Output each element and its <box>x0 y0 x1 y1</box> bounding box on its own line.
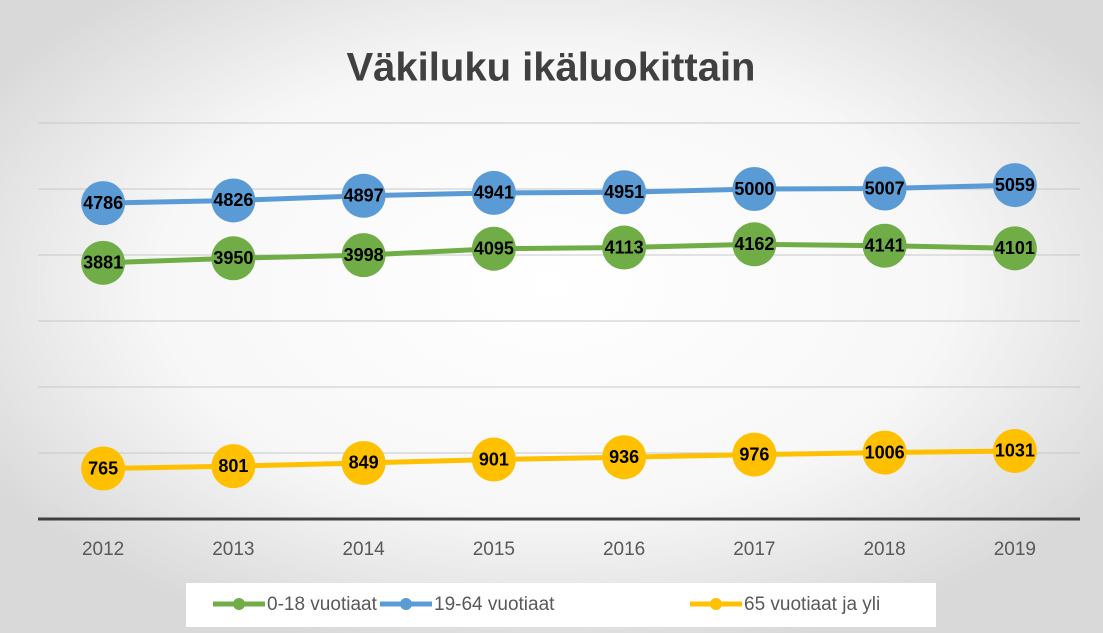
data-label: 976 <box>739 444 769 464</box>
data-label: 4941 <box>474 183 514 203</box>
data-label: 5059 <box>995 175 1035 195</box>
data-label: 3950 <box>213 248 253 268</box>
marker <box>992 428 1037 473</box>
marker <box>732 432 777 477</box>
marker <box>862 223 907 268</box>
x-tick-label: 2018 <box>863 539 905 560</box>
marker <box>341 173 386 218</box>
marker <box>81 240 126 285</box>
marker <box>602 170 647 215</box>
data-label: 901 <box>479 449 509 469</box>
marker <box>81 181 126 226</box>
x-tick-label: 2013 <box>212 539 254 560</box>
legend-label: 0-18 vuotiaat <box>267 594 378 615</box>
data-label: 4786 <box>83 193 123 213</box>
marker <box>602 225 647 270</box>
data-label: 5007 <box>865 178 905 198</box>
x-tick-label: 2014 <box>342 539 385 560</box>
marker <box>992 226 1037 271</box>
data-label: 765 <box>88 458 118 478</box>
marker <box>341 233 386 278</box>
marker <box>732 167 777 211</box>
data-label: 4113 <box>605 237 644 257</box>
legend-label: 65 vuotiaat ja yli <box>744 594 880 615</box>
data-label: 1006 <box>865 442 905 462</box>
legend-marker <box>400 598 412 610</box>
x-tick-label: 2017 <box>733 539 775 560</box>
marker <box>471 226 516 271</box>
data-label: 4095 <box>474 238 514 258</box>
marker <box>471 170 516 215</box>
marker <box>471 437 516 482</box>
data-label: 1031 <box>995 441 1035 461</box>
marker <box>862 430 907 475</box>
data-label: 849 <box>349 453 379 473</box>
legend-marker <box>710 598 722 610</box>
legend-box <box>186 583 936 627</box>
x-tick-label: 2016 <box>603 539 645 560</box>
marker <box>341 440 386 485</box>
data-label: 936 <box>609 447 639 467</box>
data-label: 4101 <box>995 238 1035 258</box>
data-label: 4951 <box>604 182 644 202</box>
data-label: 3998 <box>344 245 384 265</box>
x-tick-label: 2012 <box>82 539 124 560</box>
data-label: 801 <box>218 456 248 476</box>
marker <box>81 446 126 491</box>
marker <box>211 236 256 281</box>
data-label: 4162 <box>734 234 774 254</box>
legend-label: 19-64 vuotiaat <box>434 594 555 615</box>
legend-marker <box>233 598 245 610</box>
data-label: 4826 <box>213 190 253 210</box>
chart-title: Väkiluku ikäluokittain <box>346 46 755 90</box>
marker <box>992 163 1037 208</box>
x-tick-label: 2015 <box>473 539 515 560</box>
marker <box>211 444 256 489</box>
marker <box>211 178 256 223</box>
data-label: 5000 <box>734 179 774 199</box>
marker <box>732 222 777 267</box>
data-label: 3881 <box>83 253 123 273</box>
marker <box>862 166 907 211</box>
marker <box>602 435 647 480</box>
data-label: 4897 <box>344 186 384 206</box>
x-tick-label: 2019 <box>994 539 1036 560</box>
data-label: 4141 <box>865 235 905 255</box>
